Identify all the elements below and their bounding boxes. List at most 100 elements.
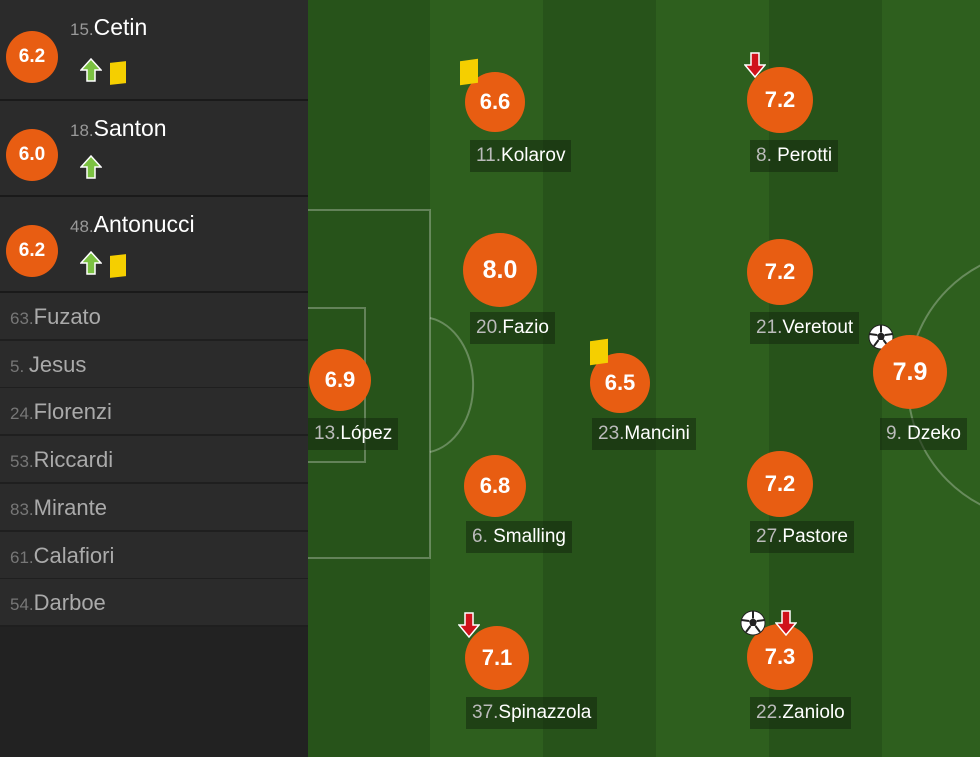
rating-value: 7.2 (764, 87, 796, 112)
player-name: López (340, 423, 393, 444)
rating-badge: 7.2 (747, 239, 813, 305)
sub-in-icon (79, 57, 103, 87)
player-number: 37. (472, 702, 499, 723)
player-name: Mancini (624, 423, 690, 444)
player-number: 5. (10, 356, 29, 376)
rating-value: 8.0 (482, 255, 518, 284)
player-number: 22. (756, 702, 783, 723)
rating-value: 6.5 (604, 370, 636, 395)
player-number: 21. (756, 317, 783, 338)
rating-badge: 7.1 (465, 626, 529, 690)
rating-badge: 7.2 (747, 67, 813, 133)
bench-row[interactable]: 24.Florenzi (0, 388, 308, 437)
player-number: 6. (472, 526, 494, 547)
sub-in-icon (79, 250, 103, 280)
player-number: 24. (10, 404, 34, 424)
player-name-text: Santon (93, 115, 167, 141)
substitute-row[interactable]: 6.2 15.Cetin (0, 0, 308, 101)
substitute-row[interactable]: 6.2 48.Antonucci (0, 197, 308, 293)
sub-out-icon (743, 52, 767, 79)
player-number: 15. (70, 20, 94, 39)
pitch-markings (308, 0, 980, 757)
player-name: Veretout (782, 317, 854, 338)
rating-badge: 8.0 (463, 233, 537, 307)
player-number: 8. (756, 145, 778, 166)
event-icons (79, 57, 126, 87)
player-label: 9. Dzeko (880, 418, 967, 450)
player-label: 37.Spinazzola (466, 697, 598, 729)
bench-row[interactable]: 61.Calafiori (0, 531, 308, 580)
player-name-text: Antonucci (93, 211, 195, 237)
player-label: 13.López (308, 418, 399, 450)
player-name: Jesus (28, 351, 87, 377)
event-icons (79, 154, 103, 184)
player-label: 8. Perotti (750, 140, 839, 172)
player-name: Fazio (502, 317, 549, 338)
rating-value: 7.1 (481, 645, 513, 670)
rating-badge: 6.0 (6, 129, 58, 181)
player-name: Mirante (33, 494, 107, 520)
bench-row[interactable]: 83.Mirante (0, 483, 308, 532)
rating-value: 7.9 (892, 357, 928, 386)
player-number: 18. (70, 121, 94, 140)
player-number: 27. (756, 526, 783, 547)
player-name: 18.Santon (70, 115, 167, 142)
player-name: Spinazzola (498, 702, 592, 723)
player-label: 21.Veretout (750, 312, 860, 344)
player-name: Pastore (782, 526, 848, 547)
player-number: 13. (314, 423, 341, 444)
player-name: 15.Cetin (70, 14, 147, 41)
player-name: Darboe (33, 590, 106, 616)
player-name: Calafiori (33, 542, 115, 568)
rating-value: 6.8 (479, 473, 511, 498)
player-name: Perotti (777, 145, 833, 166)
player-number: 61. (10, 547, 34, 567)
player-name: Fuzato (33, 304, 101, 329)
player-label: 22.Zaniolo (750, 697, 851, 729)
player-number: 83. (10, 499, 34, 519)
rating-badge: 7.9 (873, 335, 947, 409)
bench-row[interactable]: 53.Riccardi (0, 436, 308, 485)
player-name: Dzeko (907, 423, 961, 444)
player-name: Riccardi (33, 447, 114, 473)
player-name: 48.Antonucci (70, 211, 195, 238)
player-number: 48. (70, 217, 94, 236)
bench-row[interactable]: 5. Jesus (0, 340, 308, 389)
player-label: 6. Smalling (466, 521, 572, 553)
yellow-card-icon (110, 60, 126, 85)
rating-value: 6.6 (479, 89, 511, 114)
rating-value: 6.2 (18, 240, 46, 261)
player-name: Smalling (493, 526, 566, 547)
rating-value: 7.2 (764, 471, 796, 496)
goal-icon (740, 610, 766, 636)
player-label: 11.Kolarov (470, 140, 572, 172)
rating-badge: 6.9 (309, 349, 371, 411)
player-name: Florenzi (33, 399, 112, 425)
yellow-card-icon (590, 338, 608, 366)
player-number: 11. (476, 145, 502, 166)
rating-value: 6.9 (324, 367, 356, 392)
rating-badge: 7.2 (747, 451, 813, 517)
rating-badge: 7.3 (747, 624, 813, 690)
rating-badge: 6.2 (6, 30, 58, 83)
rating-value: 7.3 (764, 644, 796, 669)
player-number: 54. (10, 595, 34, 615)
player-label: 20.Fazio (470, 312, 555, 344)
sub-out-icon (457, 612, 481, 639)
player-number: 20. (476, 317, 503, 338)
sub-out-icon (774, 610, 798, 637)
bench-row[interactable]: 54.Darboe (0, 579, 308, 628)
pitch: 6.6 11.Kolarov 7.2 8. Perotti 8.0 20.Fazio 7.2… (308, 0, 980, 757)
sub-in-icon (79, 154, 103, 184)
bench-row[interactable]: 63.Fuzato (0, 293, 308, 341)
player-name: Kolarov (501, 145, 566, 166)
rating-value: 7.2 (764, 259, 796, 284)
substitutes-panel: 6.2 15.Cetin 6.0 18.Santon 6.2 48.Antonucci 63… (0, 0, 308, 757)
player-label: 23.Mancini (592, 418, 696, 450)
player-number: 53. (10, 452, 34, 472)
player-name: Zaniolo (782, 702, 845, 723)
player-number: 9. (886, 423, 908, 444)
substitute-row[interactable]: 6.0 18.Santon (0, 101, 308, 197)
rating-value: 6.0 (18, 144, 46, 165)
event-icons (79, 250, 126, 280)
